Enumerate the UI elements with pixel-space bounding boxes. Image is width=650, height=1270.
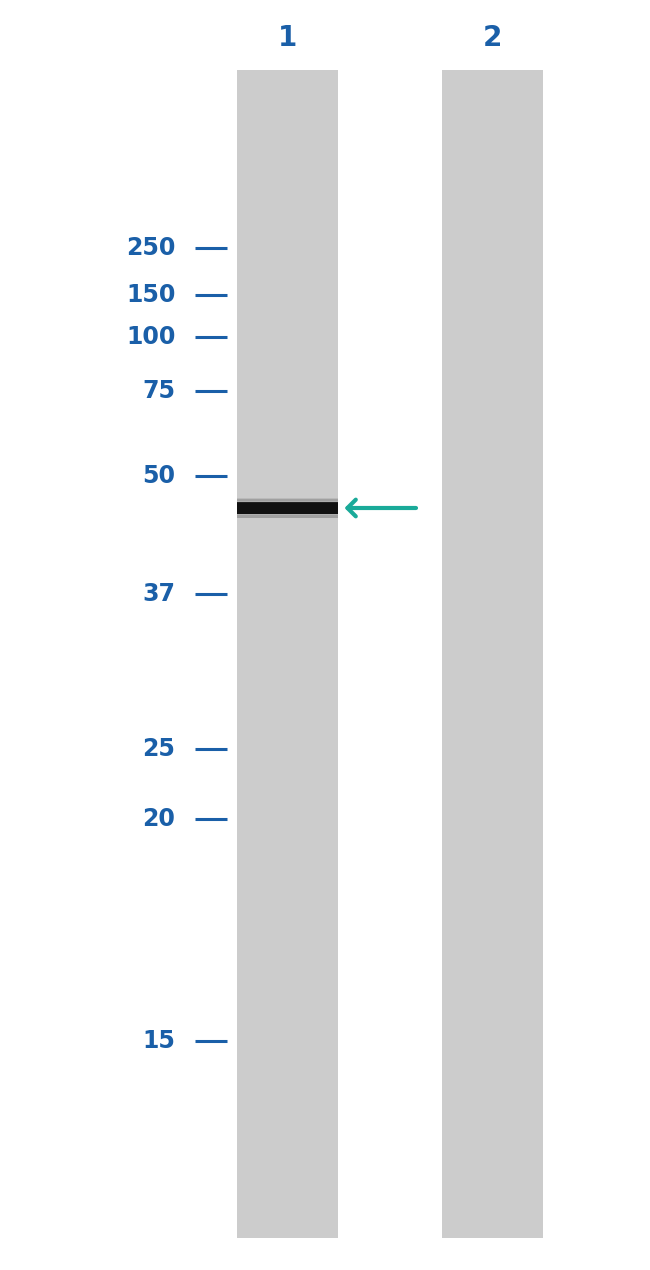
Text: 100: 100 bbox=[126, 325, 176, 348]
Text: 15: 15 bbox=[142, 1030, 176, 1053]
Text: 20: 20 bbox=[142, 808, 176, 831]
Bar bbox=[237, 514, 338, 518]
Text: 50: 50 bbox=[142, 465, 176, 488]
Bar bbox=[237, 498, 338, 502]
Bar bbox=[442, 70, 543, 1238]
Text: 250: 250 bbox=[126, 236, 176, 259]
Bar bbox=[237, 514, 338, 518]
Text: 37: 37 bbox=[142, 583, 176, 606]
Bar bbox=[237, 70, 338, 1238]
Text: 25: 25 bbox=[142, 738, 176, 761]
Text: 2: 2 bbox=[483, 24, 502, 52]
Text: 150: 150 bbox=[126, 283, 176, 306]
Bar bbox=[237, 503, 338, 514]
Text: 75: 75 bbox=[142, 380, 176, 403]
Bar bbox=[237, 499, 338, 503]
Text: 1: 1 bbox=[278, 24, 297, 52]
